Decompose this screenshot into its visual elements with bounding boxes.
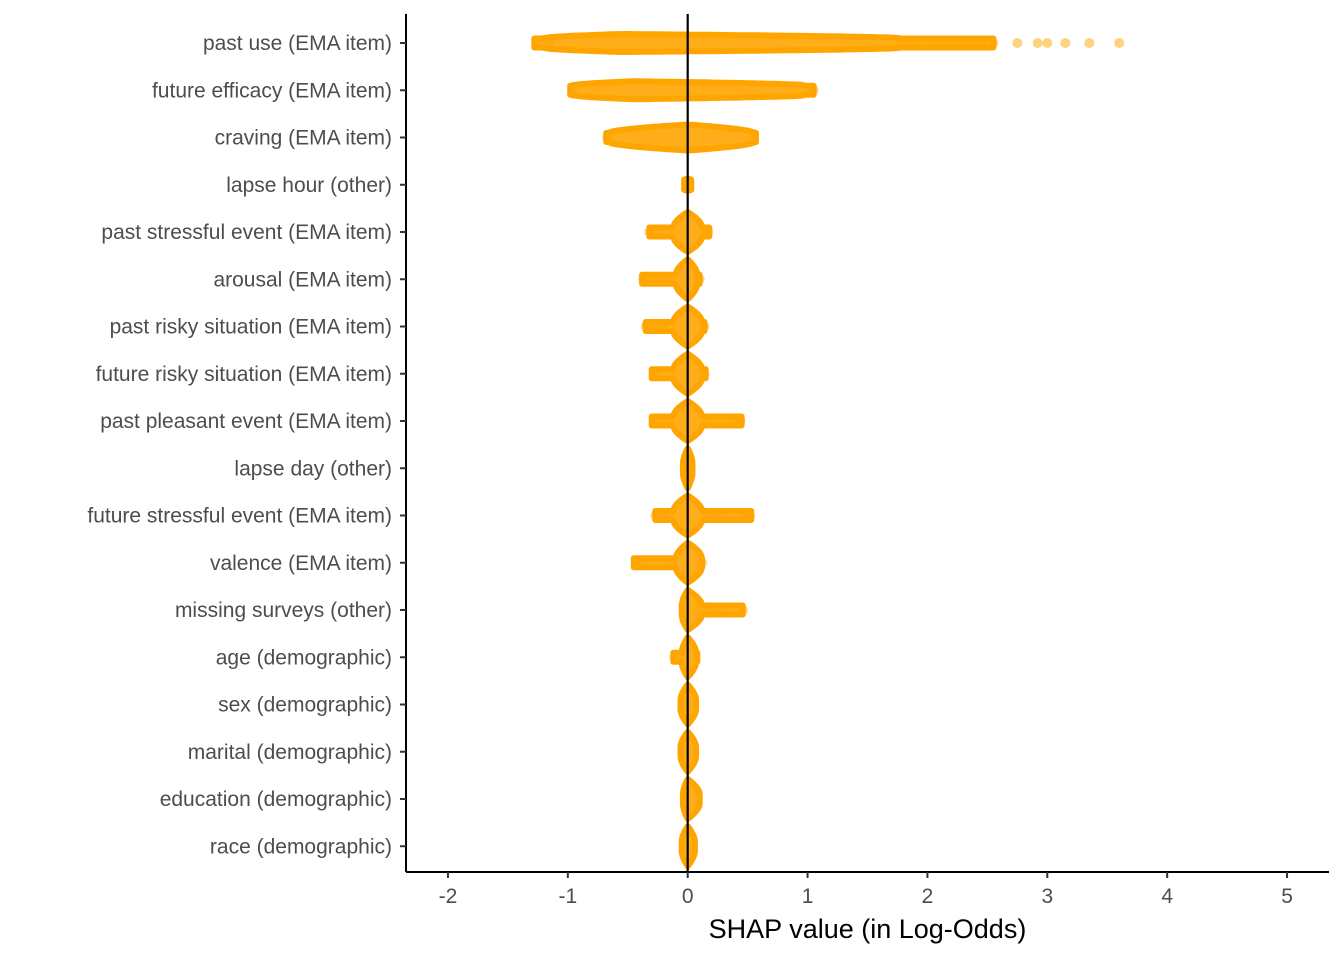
x-axis-ticks: -2 -1 0 1 2 3 4 5 <box>439 872 1293 908</box>
feature-0-point-12 <box>1060 38 1071 48</box>
feature-2-point-0 <box>602 132 613 143</box>
feature-0-point-11 <box>1042 38 1053 48</box>
feature-bands <box>531 31 997 870</box>
feature-5-point-3 <box>664 274 675 285</box>
feature-0-point-9 <box>1012 38 1023 48</box>
feature-6-point-0 <box>640 321 651 332</box>
y-label-8: past pleasant event (EMA item) <box>100 410 392 433</box>
y-label-15: marital (demographic) <box>188 741 392 764</box>
feature-10-point-3 <box>712 510 723 521</box>
feature-8-point-3 <box>728 416 739 426</box>
feature-11-point-2 <box>665 557 676 568</box>
feature-0-point-5 <box>946 38 957 48</box>
axes <box>405 14 1329 873</box>
feature-6-point-1 <box>649 321 660 332</box>
feature-7-point-0 <box>649 368 660 379</box>
feature-4-point-2 <box>703 227 714 237</box>
feature-8-point-1 <box>661 416 672 426</box>
y-label-1: future efficacy (EMA item) <box>152 79 392 102</box>
x-tick-label-3: 1 <box>802 885 814 908</box>
feature-0-point-0 <box>532 38 543 48</box>
y-label-2: craving (EMA item) <box>215 127 392 150</box>
y-label-16: education (demographic) <box>160 788 392 811</box>
feature-16-band <box>679 776 703 822</box>
feature-7-band <box>648 350 709 397</box>
feature-1-point-1 <box>808 85 819 96</box>
feature-0-point-3 <box>910 38 921 48</box>
feature-0-point-2 <box>896 38 907 48</box>
feature-4-point-1 <box>652 227 663 237</box>
y-label-10: future stressful event (EMA item) <box>87 505 392 528</box>
y-label-12: missing surveys (other) <box>175 599 392 622</box>
x-tick-label-1: -1 <box>558 885 577 908</box>
feature-11-point-1 <box>637 557 648 568</box>
feature-4-point-0 <box>644 227 655 237</box>
feature-13-point-0 <box>669 652 680 663</box>
y-label-7: future risky situation (EMA item) <box>96 363 392 386</box>
feature-1-band <box>567 78 817 103</box>
feature-0-point-7 <box>976 38 987 48</box>
feature-0-point-10 <box>1032 38 1043 48</box>
feature-6-point-3 <box>699 321 710 332</box>
x-tick-label-6: 4 <box>1161 885 1173 908</box>
feature-12-point-2 <box>737 605 748 615</box>
y-label-3: lapse hour (other) <box>226 174 392 197</box>
feature-2-point-1 <box>748 132 759 143</box>
feature-10-point-0 <box>650 510 661 521</box>
feature-points <box>532 38 1125 663</box>
y-label-9: lapse day (other) <box>234 457 392 480</box>
feature-1-point-0 <box>567 85 578 96</box>
x-axis-title: SHAP value (in Log-Odds) <box>709 914 1027 944</box>
feature-8-point-2 <box>703 416 714 426</box>
feature-7-point-1 <box>699 368 710 379</box>
feature-6-point-2 <box>658 321 669 332</box>
y-label-14: sex (demographic) <box>218 694 392 717</box>
feature-8-point-0 <box>650 416 661 426</box>
x-tick-label-5: 3 <box>1041 885 1053 908</box>
y-label-5: arousal (EMA item) <box>213 268 392 291</box>
feature-0-point-14 <box>1114 38 1125 48</box>
feature-0-point-13 <box>1084 38 1095 48</box>
y-axis-labels: past use (EMA item) future efficacy (EMA … <box>87 32 406 858</box>
y-label-6: past risky situation (EMA item) <box>110 316 392 339</box>
y-label-13: age (demographic) <box>216 646 392 669</box>
feature-0-point-6 <box>964 38 975 48</box>
y-label-11: valence (EMA item) <box>210 552 392 575</box>
feature-5-point-4 <box>694 274 705 285</box>
y-label-17: race (demographic) <box>210 835 392 858</box>
feature-12-point-0 <box>706 605 717 615</box>
feature-11-point-3 <box>697 557 708 568</box>
feature-10-point-5 <box>745 510 756 521</box>
feature-10-point-1 <box>658 510 669 521</box>
x-tick-label-2: 0 <box>682 885 694 908</box>
y-label-0: past use (EMA item) <box>203 32 392 55</box>
x-tick-label-0: -2 <box>439 885 458 908</box>
feature-10-band <box>652 492 755 539</box>
feature-8-point-4 <box>735 416 746 426</box>
feature-0-band <box>531 31 997 55</box>
feature-12-point-1 <box>713 605 724 615</box>
feature-0-point-4 <box>928 38 939 48</box>
x-tick-label-7: 5 <box>1281 885 1293 908</box>
feature-5-point-1 <box>646 274 657 285</box>
feature-0-point-1 <box>544 38 555 48</box>
feature-12-point-3 <box>692 605 703 615</box>
feature-2-band <box>603 121 759 154</box>
x-tick-label-4: 2 <box>922 885 934 908</box>
feature-5-point-0 <box>638 274 649 285</box>
feature-0-point-8 <box>988 38 999 48</box>
feature-13-band <box>670 634 701 681</box>
feature-5-point-2 <box>656 274 667 285</box>
y-label-4: past stressful event (EMA item) <box>101 221 392 244</box>
